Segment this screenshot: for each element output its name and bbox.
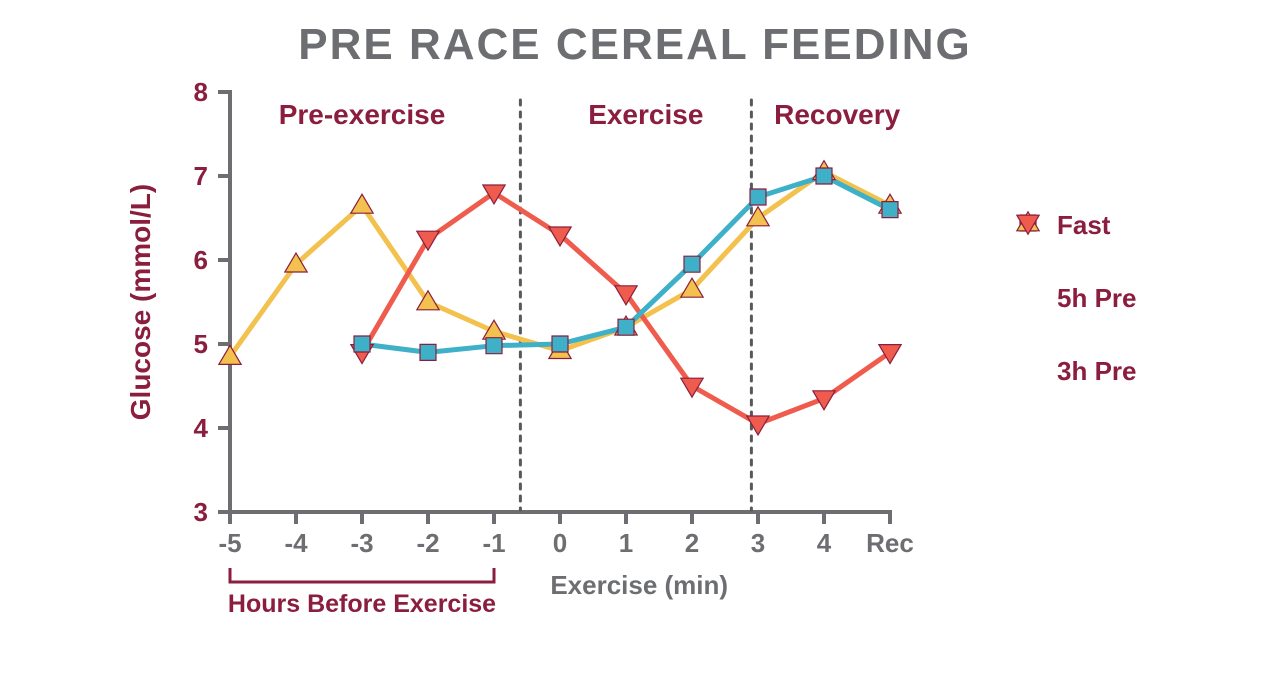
legend-label: 3h Pre [1057,356,1137,387]
y-tick-label: 4 [194,413,209,443]
x-tick-label: -3 [350,528,373,558]
x-tick-label: 4 [817,528,832,558]
series-marker [684,256,700,272]
series-marker [417,231,439,250]
legend-marker-icon [1015,359,1041,385]
legend-label: 5h Pre [1057,283,1137,314]
phase-label: Exercise [588,99,703,130]
series-marker [351,194,373,213]
y-axis-label: Glucose (mmol/L) [125,184,156,420]
x-tick-label: -5 [218,528,241,558]
x-tick-label: -1 [482,528,505,558]
series-marker [486,338,502,354]
series-marker [354,336,370,352]
x-tick-label: 0 [553,528,567,558]
y-tick-label: 7 [194,161,208,191]
series-marker [750,189,766,205]
x-tick-label: -4 [284,528,308,558]
legend-label: Fast [1057,210,1110,241]
x-tick-label: 2 [685,528,699,558]
legend-marker-icon [1015,286,1041,312]
series-marker [882,202,898,218]
series-marker [420,344,436,360]
phase-label: Pre-exercise [279,99,446,130]
series-marker [816,168,832,184]
y-tick-label: 5 [194,329,208,359]
x-tick-label: 1 [619,528,633,558]
legend-item: 3h Pre [1015,356,1137,387]
legend-item: 5h Pre [1015,283,1137,314]
x-tick-label: 3 [751,528,765,558]
x-tick-label: Rec [866,528,914,558]
series-line [230,172,890,357]
x-tick-label: -2 [416,528,439,558]
x-axis-label: Exercise (min) [550,570,728,600]
series-marker [552,336,568,352]
y-tick-label: 6 [194,245,208,275]
legend: Fast 5h Pre 3h Pre [1015,210,1137,429]
y-tick-label: 8 [194,77,208,107]
chart-container: { "title": { "text": "PRE RACE CEREAL FE… [0,0,1270,698]
bracket-label: Hours Before Exercise [228,590,496,618]
phase-label: Recovery [774,99,901,130]
series-marker [618,319,634,335]
y-tick-label: 3 [194,497,208,527]
